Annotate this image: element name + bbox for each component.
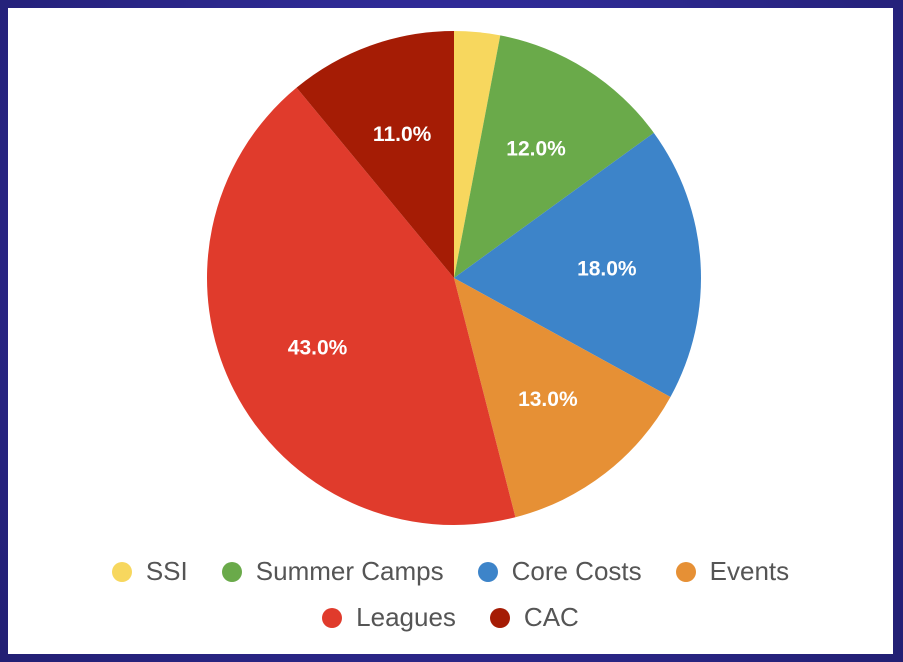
pie-slice-ssi	[454, 31, 501, 278]
legend-item-leagues: Leagues	[322, 602, 456, 633]
legend-row-1: SSI Summer Camps Core Costs Events	[8, 556, 893, 587]
pie-slice-events	[454, 278, 671, 518]
slice-label-cac: 11.0%	[373, 123, 432, 146]
legend-label-summer-camps: Summer Camps	[255, 556, 444, 586]
legend-row-2: Leagues CAC	[8, 602, 893, 633]
legend-item-ssi: SSI	[111, 556, 188, 587]
legend-swatch-cac	[489, 607, 510, 628]
legend-label-cac: CAC	[523, 602, 579, 632]
slice-label-core-costs: 18.0%	[577, 257, 637, 280]
legend-swatch-leagues	[322, 607, 343, 628]
legend-label-ssi: SSI	[145, 556, 188, 586]
legend-label-events: Events	[709, 556, 790, 586]
chart-card: 12.0% 18.0% 13.0% 43.0% 11.0% SSI Summer Cam…	[8, 8, 893, 654]
slice-label-summer-camps: 12.0%	[506, 138, 566, 161]
legend-item-cac: CAC	[489, 602, 579, 633]
legend-swatch-ssi	[111, 561, 132, 582]
legend-label-core-costs: Core Costs	[511, 556, 642, 586]
legend-item-core-costs: Core Costs	[477, 556, 642, 587]
legend-label-leagues: Leagues	[356, 602, 456, 632]
legend-swatch-core-costs	[477, 561, 498, 582]
pie-slice-leagues	[206, 87, 516, 525]
legend-item-summer-camps: Summer Camps	[221, 556, 444, 587]
slice-label-events: 13.0%	[518, 388, 578, 411]
pie-slice-summer-camps	[454, 35, 654, 279]
pie-slice-core-costs	[454, 132, 702, 397]
legend-swatch-events	[675, 561, 696, 582]
pie-chart: 12.0% 18.0% 13.0% 43.0% 11.0%	[206, 31, 702, 525]
legend-swatch-summer-camps	[221, 561, 242, 582]
pie-slice-cac	[296, 31, 454, 278]
slice-label-leagues: 43.0%	[288, 337, 348, 360]
legend-item-events: Events	[675, 556, 790, 587]
